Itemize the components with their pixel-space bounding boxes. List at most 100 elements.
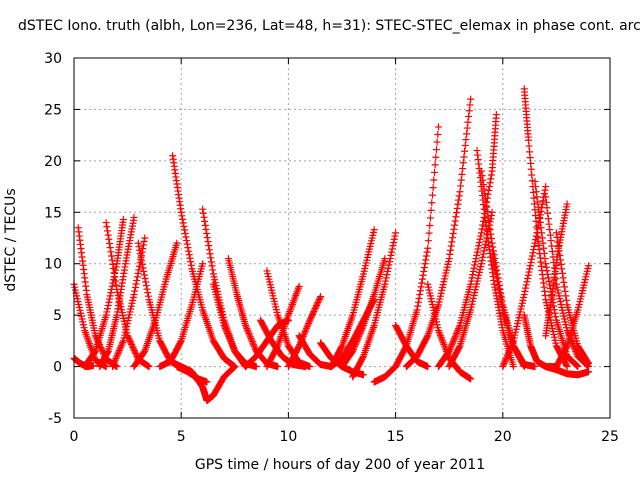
data-point — [131, 284, 139, 291]
data-point — [420, 264, 428, 272]
data-point — [185, 251, 193, 259]
data-point — [245, 329, 253, 337]
arc-series — [542, 193, 593, 371]
data-point — [385, 261, 393, 269]
data-point — [355, 333, 363, 341]
data-point — [546, 281, 554, 289]
data-point — [573, 361, 580, 369]
data-point — [428, 199, 436, 207]
data-point — [229, 364, 237, 372]
data-point — [559, 274, 567, 282]
data-point — [467, 95, 475, 103]
data-point — [451, 334, 459, 342]
data-point — [311, 304, 319, 312]
data-point — [434, 123, 442, 131]
data-point — [130, 345, 138, 353]
data-point — [102, 219, 110, 227]
data-point — [244, 326, 252, 334]
data-point — [447, 242, 455, 250]
x-tick-label: 5 — [177, 429, 186, 445]
data-point — [457, 182, 465, 190]
data-point — [104, 231, 112, 239]
data-point — [390, 239, 398, 246]
data-point — [479, 176, 487, 184]
data-point — [542, 198, 550, 206]
data-point — [306, 363, 314, 371]
data-point — [133, 276, 141, 284]
data-point — [423, 248, 431, 256]
data-point — [302, 326, 310, 334]
data-point — [520, 291, 528, 299]
data-point — [453, 328, 461, 336]
data-point — [356, 329, 364, 337]
data-point — [446, 250, 454, 258]
data-point — [473, 251, 481, 259]
data-point — [454, 326, 462, 334]
data-point — [508, 342, 516, 350]
x-tick-label: 0 — [70, 429, 79, 445]
data-point — [509, 338, 517, 346]
data-point — [453, 209, 461, 217]
data-point — [106, 292, 114, 300]
x-tick-label: 15 — [387, 429, 405, 445]
data-point — [208, 262, 216, 270]
data-point — [451, 221, 459, 229]
y-tick-label: -5 — [48, 411, 62, 427]
data-point — [495, 285, 503, 293]
data-point — [531, 177, 539, 185]
data-point — [461, 141, 469, 149]
data-point — [102, 311, 110, 319]
data-point — [179, 215, 187, 223]
data-point — [353, 336, 361, 344]
arc-series — [263, 282, 303, 371]
data-point — [503, 353, 511, 361]
data-point — [419, 271, 427, 279]
data-point — [246, 333, 254, 341]
data-point — [585, 359, 593, 367]
data-point — [479, 253, 487, 261]
data-point — [538, 234, 546, 242]
data-point — [108, 282, 116, 290]
data-point — [556, 251, 564, 259]
data-point — [446, 346, 454, 354]
data-point — [477, 167, 485, 175]
data-point — [540, 190, 548, 198]
arc-series — [402, 95, 475, 371]
data-point — [432, 146, 440, 154]
data-point — [449, 339, 457, 347]
data-point — [355, 331, 363, 339]
data-point — [104, 227, 111, 235]
data-point — [106, 295, 114, 303]
data-point — [495, 288, 503, 296]
data-point — [545, 220, 553, 228]
data-point — [295, 282, 303, 290]
data-point — [359, 371, 367, 379]
data-point — [455, 343, 463, 351]
data-point — [228, 341, 236, 349]
data-point — [205, 242, 213, 250]
data-point — [207, 258, 215, 266]
data-point — [247, 334, 255, 342]
data-point — [420, 267, 428, 275]
data-point — [110, 269, 118, 277]
arc-series — [177, 363, 239, 405]
data-point — [135, 266, 143, 274]
data-point — [131, 287, 139, 295]
data-point — [112, 277, 120, 285]
data-point — [552, 229, 560, 237]
data-point — [563, 363, 571, 371]
data-point — [498, 302, 506, 310]
y-tick-label: 15 — [44, 205, 62, 221]
data-point — [448, 238, 456, 246]
arc-series — [74, 224, 121, 371]
data-point — [535, 218, 543, 226]
data-point — [242, 321, 250, 329]
data-point — [455, 192, 463, 200]
data-point — [359, 323, 367, 331]
data-point — [484, 212, 492, 220]
data-point — [455, 196, 463, 204]
y-tick-label: 30 — [44, 51, 62, 67]
data-point — [479, 250, 487, 258]
data-point — [558, 269, 566, 277]
data-point — [229, 342, 237, 350]
